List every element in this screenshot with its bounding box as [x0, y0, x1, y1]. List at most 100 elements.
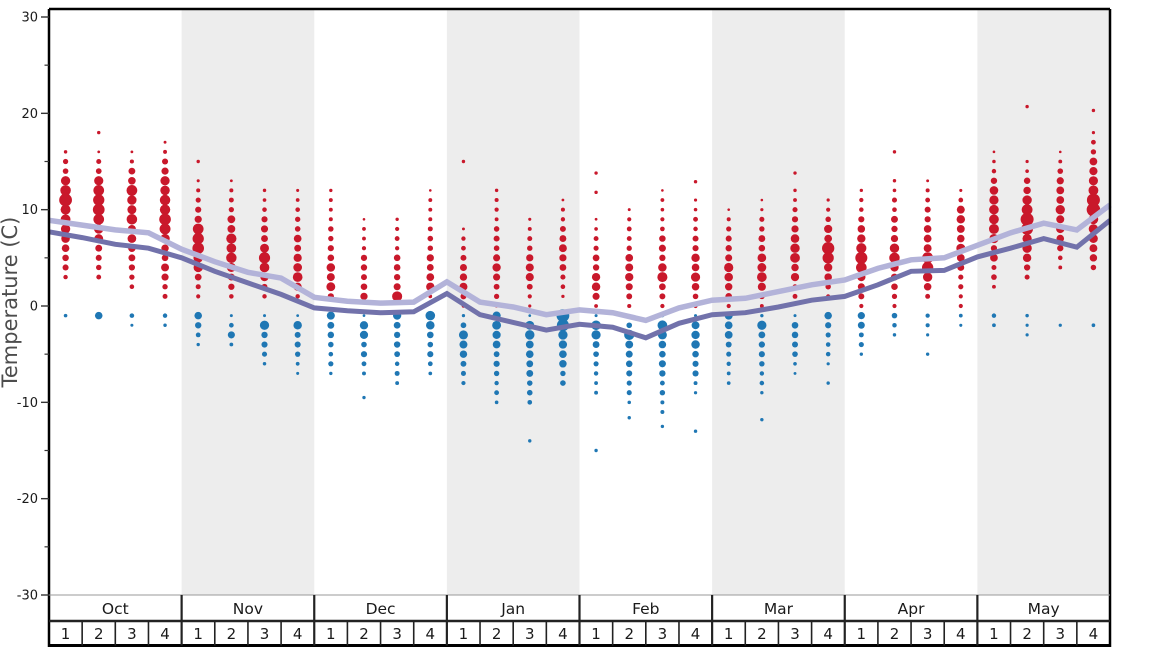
temp-dot-blue: [394, 370, 400, 376]
temp-dot-red: [93, 185, 105, 196]
temp-dot-red: [958, 284, 964, 290]
temp-dot-blue: [859, 352, 863, 356]
temp-dot-red: [1057, 168, 1064, 174]
temp-dot-red: [326, 273, 335, 282]
temp-dot-red: [526, 254, 534, 262]
temp-dot-red-outlier: [1091, 108, 1096, 113]
temp-dot-red: [660, 198, 665, 202]
temp-dot-red: [560, 207, 565, 212]
temp-dot-red: [989, 186, 999, 195]
temp-dot-red: [262, 294, 267, 299]
week-label: 2: [227, 625, 237, 643]
temp-dot-red: [228, 197, 234, 203]
temp-dot-red: [159, 194, 171, 206]
temp-dot-red: [691, 253, 700, 263]
axis-labels-layer: 30 20 10 0 -10 -20 -30 Oct 1 2 3 4 Nov 1 2 3 4 Dec 1 2 3 4 Jan…: [17, 11, 1098, 643]
temp-dot-red: [724, 283, 733, 291]
temp-dot-red: [857, 234, 866, 243]
temp-dot-blue: [427, 351, 434, 358]
temp-dot-red: [92, 203, 105, 216]
temp-dot-blue: [725, 341, 732, 348]
temp-dot-red: [989, 195, 999, 205]
temp-dot-blue: [63, 313, 68, 318]
temp-dot-blue: [858, 341, 864, 348]
temp-dot-red: [229, 179, 233, 183]
temp-dot-red: [493, 245, 500, 252]
temp-dot-red: [958, 294, 963, 299]
week-label: 4: [426, 625, 436, 643]
temp-dot-red: [1022, 195, 1032, 205]
temp-dot-red: [162, 293, 168, 299]
temp-dot-red: [658, 263, 667, 272]
temp-dot-red: [594, 227, 598, 231]
temp-dot-blue: [758, 351, 765, 358]
temp-dot-red: [293, 253, 302, 262]
temp-dot-red: [1056, 186, 1065, 195]
temp-dot-red: [891, 215, 898, 223]
temp-dot-red: [1055, 205, 1065, 215]
temp-dot-blue: [296, 371, 300, 375]
temp-dot-red: [859, 207, 864, 212]
temp-dot-red: [727, 208, 731, 211]
temp-dot-blue: [659, 389, 666, 396]
temp-dot-blue: [263, 314, 267, 318]
temp-dot-red: [660, 303, 665, 309]
y-axis-title: Temperature (C): [0, 217, 22, 389]
temp-dot-red: [196, 294, 201, 299]
temp-dot-blue: [693, 381, 698, 386]
temp-dot-red-outlier: [461, 159, 466, 164]
temp-dot-red: [660, 217, 665, 222]
temp-dot-red: [859, 303, 864, 309]
week-label: 4: [1089, 625, 1099, 643]
temp-dot-red: [956, 253, 965, 262]
temp-dot-red: [1024, 274, 1030, 280]
temp-dot-red: [527, 294, 532, 299]
temp-dot-red: [60, 224, 71, 234]
temp-dot-blue: [1091, 323, 1096, 328]
temp-dot-red: [128, 254, 136, 262]
temp-dot-blue: [326, 311, 335, 320]
temp-dot-blue: [593, 351, 599, 358]
temp-dot-red: [295, 216, 301, 222]
temp-dot-red: [127, 205, 137, 215]
temp-dot-red-outlier: [793, 171, 797, 175]
temp-dot-red: [757, 272, 767, 282]
temp-dot-blue: [892, 323, 897, 328]
week-label: 4: [956, 625, 966, 643]
temp-dot-red: [758, 244, 766, 252]
temp-dot-red-outlier: [97, 130, 101, 135]
temp-dot-blue: [825, 332, 831, 338]
week-label: 4: [558, 625, 568, 643]
temp-dot-blue: [393, 321, 401, 329]
temp-dot-red: [460, 254, 467, 261]
temp-dot-blue: [660, 400, 665, 405]
temp-dot-blue: [925, 323, 930, 328]
temp-dot-red: [258, 252, 271, 264]
temp-dot-blue: [691, 321, 700, 330]
temp-dot-red: [426, 264, 434, 271]
temp-dot-blue: [295, 361, 300, 366]
temp-dot-blue: [259, 320, 270, 330]
temp-dot-red: [991, 264, 997, 270]
temp-dot-red: [393, 273, 401, 281]
temp-dot-red: [856, 262, 867, 273]
temp-dot-blue: [129, 313, 135, 318]
temp-dot-blue: [593, 361, 599, 367]
temp-dot-red: [459, 263, 467, 271]
y-tick-label: -10: [17, 396, 38, 411]
temp-dot-red: [790, 234, 800, 243]
temp-dot-blue: [1025, 333, 1029, 337]
temp-dot-blue-outlier: [925, 352, 930, 356]
temp-dot-red: [958, 303, 963, 309]
temp-dot-blue: [196, 342, 200, 347]
average-lines-layer: [48, 202, 1112, 341]
temp-dot-blue: [262, 362, 267, 366]
temp-dot-red: [229, 294, 234, 299]
y-tick-label: 30: [21, 11, 38, 26]
temp-dot-red: [626, 245, 632, 251]
temp-dot-red: [625, 263, 634, 272]
temp-dot-red: [826, 207, 831, 212]
temp-dot-red: [295, 294, 300, 299]
temp-dot-red: [660, 226, 665, 232]
